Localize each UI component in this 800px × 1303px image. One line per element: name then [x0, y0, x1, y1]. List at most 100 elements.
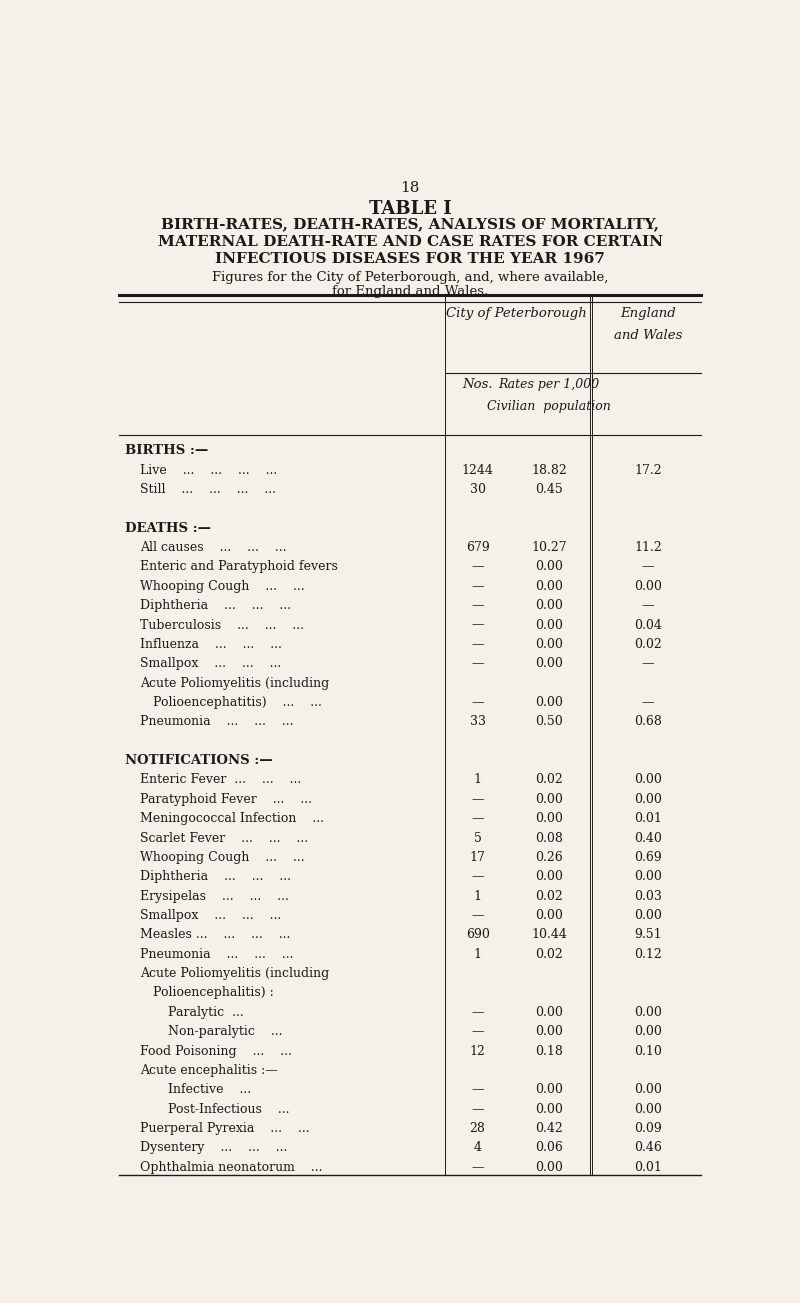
Text: BIRTH-RATES, DEATH-RATES, ANALYSIS OF MORTALITY,: BIRTH-RATES, DEATH-RATES, ANALYSIS OF MO… — [161, 218, 659, 232]
Text: 0.00: 0.00 — [634, 870, 662, 883]
Text: Diphtheria    ...    ...    ...: Diphtheria ... ... ... — [140, 599, 291, 612]
Text: —: — — [471, 870, 484, 883]
Text: —: — — [471, 1083, 484, 1096]
Text: 0.00: 0.00 — [535, 1102, 563, 1115]
Text: 0.06: 0.06 — [535, 1141, 563, 1154]
Text: 0.00: 0.00 — [535, 1161, 563, 1174]
Text: MATERNAL DEATH-RATE AND CASE RATES FOR CERTAIN: MATERNAL DEATH-RATE AND CASE RATES FOR C… — [158, 235, 662, 249]
Text: NOTIFICATIONS :—: NOTIFICATIONS :— — [125, 754, 273, 767]
Text: 0.00: 0.00 — [535, 599, 563, 612]
Text: 0.00: 0.00 — [535, 696, 563, 709]
Text: 0.03: 0.03 — [634, 890, 662, 903]
Text: 0.00: 0.00 — [535, 657, 563, 670]
Text: DEATHS :—: DEATHS :— — [125, 521, 211, 534]
Text: 0.18: 0.18 — [535, 1045, 563, 1058]
Text: 0.45: 0.45 — [535, 483, 562, 496]
Text: —: — — [471, 1102, 484, 1115]
Text: City of Peterborough: City of Peterborough — [446, 306, 586, 319]
Text: 0.00: 0.00 — [634, 1025, 662, 1038]
Text: 0.01: 0.01 — [634, 1161, 662, 1174]
Text: Measles ...    ...    ...    ...: Measles ... ... ... ... — [140, 929, 290, 941]
Text: 0.00: 0.00 — [535, 1025, 563, 1038]
Text: 0.12: 0.12 — [634, 947, 662, 960]
Text: 9.51: 9.51 — [634, 929, 662, 941]
Text: 0.00: 0.00 — [535, 1006, 563, 1019]
Text: 0.00: 0.00 — [535, 1083, 563, 1096]
Text: Non-paralytic    ...: Non-paralytic ... — [168, 1025, 282, 1038]
Text: 0.00: 0.00 — [634, 774, 662, 787]
Text: Whooping Cough    ...    ...: Whooping Cough ... ... — [140, 580, 305, 593]
Text: 1: 1 — [474, 774, 482, 787]
Text: —: — — [471, 1161, 484, 1174]
Text: —: — — [471, 599, 484, 612]
Text: Infective    ...: Infective ... — [168, 1083, 251, 1096]
Text: 18: 18 — [400, 181, 420, 195]
Text: 0.10: 0.10 — [634, 1045, 662, 1058]
Text: Still    ...    ...    ...    ...: Still ... ... ... ... — [140, 483, 276, 496]
Text: 10.27: 10.27 — [531, 541, 566, 554]
Text: 30: 30 — [470, 483, 486, 496]
Text: and Wales: and Wales — [614, 328, 682, 341]
Text: 5: 5 — [474, 831, 482, 844]
Text: —: — — [471, 1025, 484, 1038]
Text: All causes    ...    ...    ...: All causes ... ... ... — [140, 541, 287, 554]
Text: 0.00: 0.00 — [535, 812, 563, 825]
Text: 0.09: 0.09 — [634, 1122, 662, 1135]
Text: Civilian  population: Civilian population — [487, 400, 610, 413]
Text: Enteric and Paratyphoid fevers: Enteric and Paratyphoid fevers — [140, 560, 338, 573]
Text: Post-Infectious    ...: Post-Infectious ... — [168, 1102, 290, 1115]
Text: 0.50: 0.50 — [535, 715, 562, 728]
Text: 0.40: 0.40 — [634, 831, 662, 844]
Text: 33: 33 — [470, 715, 486, 728]
Text: —: — — [471, 580, 484, 593]
Text: 0.00: 0.00 — [535, 638, 563, 652]
Text: 0.00: 0.00 — [634, 792, 662, 805]
Text: Pneumonia    ...    ...    ...: Pneumonia ... ... ... — [140, 947, 294, 960]
Text: 0.02: 0.02 — [535, 947, 562, 960]
Text: 0.00: 0.00 — [535, 792, 563, 805]
Text: 0.00: 0.00 — [535, 560, 563, 573]
Text: Live    ...    ...    ...    ...: Live ... ... ... ... — [140, 464, 278, 477]
Text: —: — — [471, 638, 484, 652]
Text: 0.00: 0.00 — [535, 909, 563, 923]
Text: 0.68: 0.68 — [634, 715, 662, 728]
Text: —: — — [471, 909, 484, 923]
Text: BIRTHS :—: BIRTHS :— — [125, 444, 208, 457]
Text: Whooping Cough    ...    ...: Whooping Cough ... ... — [140, 851, 305, 864]
Text: 0.02: 0.02 — [535, 774, 562, 787]
Text: Diphtheria    ...    ...    ...: Diphtheria ... ... ... — [140, 870, 291, 883]
Text: —: — — [642, 599, 654, 612]
Text: —: — — [642, 696, 654, 709]
Text: 1244: 1244 — [462, 464, 494, 477]
Text: —: — — [471, 792, 484, 805]
Text: 0.46: 0.46 — [634, 1141, 662, 1154]
Text: —: — — [471, 812, 484, 825]
Text: —: — — [471, 619, 484, 632]
Text: Acute Poliomyelitis (including: Acute Poliomyelitis (including — [140, 967, 330, 980]
Text: —: — — [642, 560, 654, 573]
Text: Dysentery    ...    ...    ...: Dysentery ... ... ... — [140, 1141, 288, 1154]
Text: Scarlet Fever    ...    ...    ...: Scarlet Fever ... ... ... — [140, 831, 309, 844]
Text: 1: 1 — [474, 947, 482, 960]
Text: Pneumonia    ...    ...    ...: Pneumonia ... ... ... — [140, 715, 294, 728]
Text: 4: 4 — [474, 1141, 482, 1154]
Text: Nos.: Nos. — [462, 378, 493, 391]
Text: —: — — [642, 657, 654, 670]
Text: 0.00: 0.00 — [634, 1083, 662, 1096]
Text: 0.00: 0.00 — [535, 580, 563, 593]
Text: 0.08: 0.08 — [535, 831, 563, 844]
Text: —: — — [471, 560, 484, 573]
Text: 18.82: 18.82 — [531, 464, 566, 477]
Text: Acute Poliomyelitis (including: Acute Poliomyelitis (including — [140, 676, 330, 689]
Text: Figures for the City of Peterborough, and, where available,: Figures for the City of Peterborough, an… — [212, 271, 608, 284]
Text: 0.69: 0.69 — [634, 851, 662, 864]
Text: 0.00: 0.00 — [535, 870, 563, 883]
Text: 679: 679 — [466, 541, 490, 554]
Text: Paratyphoid Fever    ...    ...: Paratyphoid Fever ... ... — [140, 792, 312, 805]
Text: Polioencephatitis)    ...    ...: Polioencephatitis) ... ... — [153, 696, 322, 709]
Text: TABLE I: TABLE I — [369, 199, 451, 218]
Text: 0.00: 0.00 — [535, 619, 563, 632]
Text: 0.26: 0.26 — [535, 851, 562, 864]
Text: Smallpox    ...    ...    ...: Smallpox ... ... ... — [140, 657, 282, 670]
Text: Erysipelas    ...    ...    ...: Erysipelas ... ... ... — [140, 890, 289, 903]
